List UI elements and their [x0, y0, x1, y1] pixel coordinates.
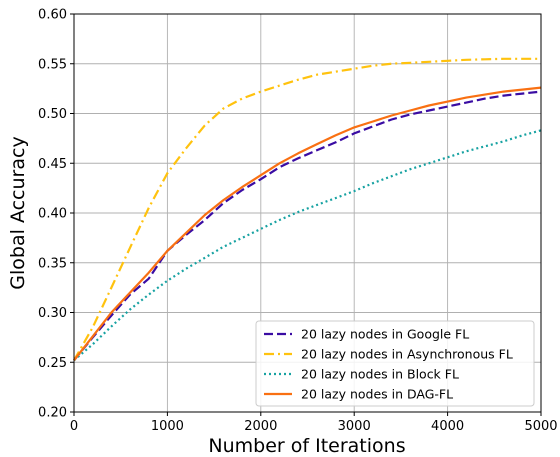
legend-label-1: 20 lazy nodes in Google FL — [301, 327, 469, 342]
y-tick-label: 0.30 — [38, 306, 67, 321]
y-tick-label: 0.40 — [38, 207, 67, 222]
y-tick-label: 0.45 — [38, 157, 67, 172]
y-tick-label: 0.25 — [38, 356, 67, 371]
y-axis-title: Global Accuracy — [7, 136, 29, 289]
legend: 20 lazy nodes in Google FL 20 lazy nodes … — [255, 320, 535, 407]
x-tick-label: 1000 — [151, 419, 184, 434]
x-tick-label: 4000 — [431, 419, 464, 434]
x-tick-label: 5000 — [524, 419, 557, 434]
y-tick-label: 0.20 — [38, 406, 67, 421]
x-axis-title: Number of Iterations — [208, 435, 405, 457]
x-tick-label: 3000 — [338, 419, 371, 434]
x-tick-label: 2000 — [244, 419, 277, 434]
y-tick-label: 0.60 — [38, 8, 67, 23]
legend-label-3: 20 lazy nodes in Block FL — [301, 367, 459, 382]
y-tick-label: 0.55 — [38, 57, 67, 72]
series-line-4 — [73, 86, 542, 361]
series-layer — [73, 57, 542, 362]
series-line-2 — [73, 57, 541, 361]
y-tick-label: 0.35 — [38, 256, 67, 271]
legend-label-2: 20 lazy nodes in Asynchronous FL — [301, 347, 513, 362]
legend-label-4: 20 lazy nodes in DAG-FL — [301, 387, 453, 402]
series-line-1 — [73, 90, 542, 361]
series-line-3 — [73, 129, 542, 362]
y-tick-label: 0.50 — [38, 107, 67, 122]
x-tick-label: 0 — [70, 419, 78, 434]
axis-ticks: 0 1000 2000 3000 4000 5000 0.20 0.25 0.30 0.35 0.4… — [38, 8, 558, 435]
legend-box — [255, 320, 535, 407]
